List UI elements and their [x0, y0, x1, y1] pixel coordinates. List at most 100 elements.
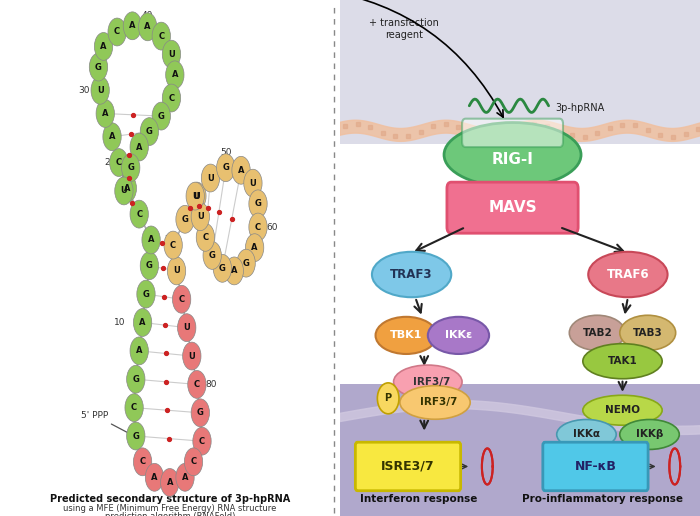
Circle shape: [134, 309, 152, 336]
Circle shape: [162, 84, 181, 112]
Text: using a MFE (Minimum Free Energy) RNA structure: using a MFE (Minimum Free Energy) RNA st…: [63, 504, 276, 513]
Text: 30: 30: [78, 86, 90, 95]
Text: A: A: [130, 21, 136, 30]
Circle shape: [232, 156, 250, 184]
FancyArrowPatch shape: [324, 0, 503, 117]
Text: ISRE3/7: ISRE3/7: [382, 460, 435, 473]
Ellipse shape: [372, 252, 452, 297]
Text: U: U: [168, 50, 175, 59]
FancyBboxPatch shape: [340, 0, 700, 126]
FancyBboxPatch shape: [542, 442, 648, 491]
FancyBboxPatch shape: [462, 119, 563, 147]
Text: C: C: [194, 380, 200, 389]
Text: + transfection
reagent: + transfection reagent: [370, 18, 440, 40]
Text: 3p-hpRNA: 3p-hpRNA: [556, 103, 605, 114]
Text: U: U: [173, 266, 180, 276]
Text: TAB2: TAB2: [582, 328, 612, 338]
Text: C: C: [136, 209, 142, 219]
Circle shape: [216, 154, 235, 182]
Text: 20: 20: [104, 158, 116, 167]
Text: A: A: [148, 235, 154, 245]
Text: RIG-I: RIG-I: [491, 152, 533, 168]
FancyBboxPatch shape: [340, 384, 700, 516]
Text: A: A: [231, 266, 237, 276]
Circle shape: [167, 257, 186, 285]
Text: G: G: [243, 259, 250, 268]
Text: TAK1: TAK1: [608, 356, 638, 366]
Circle shape: [196, 223, 215, 251]
Circle shape: [103, 123, 121, 151]
Circle shape: [122, 154, 140, 182]
Circle shape: [91, 76, 109, 104]
Text: A: A: [151, 473, 158, 482]
Circle shape: [139, 13, 157, 41]
Text: G: G: [158, 111, 164, 121]
Text: A: A: [238, 166, 244, 175]
Ellipse shape: [588, 252, 668, 297]
Text: TAB3: TAB3: [633, 328, 663, 338]
Text: MAVS: MAVS: [488, 200, 537, 215]
Circle shape: [225, 257, 244, 285]
Circle shape: [166, 61, 184, 89]
Circle shape: [130, 200, 148, 228]
Text: U: U: [193, 191, 200, 201]
Text: G: G: [223, 163, 229, 172]
Text: G: G: [127, 163, 134, 172]
Circle shape: [94, 33, 113, 60]
Circle shape: [140, 118, 158, 146]
Circle shape: [191, 399, 209, 427]
Circle shape: [191, 203, 209, 231]
Text: 80: 80: [205, 380, 217, 389]
Text: U: U: [97, 86, 104, 95]
Circle shape: [188, 182, 206, 210]
Ellipse shape: [583, 344, 662, 379]
Text: 70: 70: [164, 235, 176, 245]
Circle shape: [152, 102, 170, 130]
Circle shape: [152, 22, 170, 50]
Circle shape: [108, 18, 126, 46]
Text: C: C: [131, 403, 137, 412]
Text: G: G: [181, 215, 188, 224]
Text: C: C: [114, 27, 120, 37]
Text: 10: 10: [114, 318, 125, 327]
Text: C: C: [139, 457, 146, 466]
Circle shape: [127, 365, 145, 393]
Ellipse shape: [444, 123, 581, 187]
Ellipse shape: [556, 420, 616, 449]
Circle shape: [96, 100, 114, 127]
Circle shape: [176, 205, 194, 233]
Text: Interferon response: Interferon response: [360, 494, 477, 504]
Circle shape: [115, 177, 133, 205]
Circle shape: [183, 342, 201, 370]
Circle shape: [188, 370, 206, 398]
Circle shape: [110, 149, 128, 176]
Circle shape: [164, 231, 182, 259]
Text: A: A: [108, 132, 116, 141]
Text: A: A: [136, 142, 142, 152]
Text: C: C: [202, 233, 209, 242]
Circle shape: [249, 190, 267, 218]
Text: NF-κB: NF-κB: [575, 460, 617, 473]
Text: U: U: [197, 212, 204, 221]
FancyBboxPatch shape: [356, 442, 461, 491]
Circle shape: [203, 241, 221, 269]
Text: A: A: [144, 22, 151, 31]
Text: A: A: [182, 473, 188, 482]
Text: C: C: [116, 158, 122, 167]
Circle shape: [184, 448, 203, 476]
FancyBboxPatch shape: [340, 0, 700, 144]
Text: TRAF3: TRAF3: [391, 268, 433, 281]
Ellipse shape: [583, 395, 662, 425]
Text: Predicted secondary structure of 3p-hpRNA: Predicted secondary structure of 3p-hpRN…: [50, 494, 290, 504]
Circle shape: [90, 53, 108, 81]
Ellipse shape: [569, 315, 625, 350]
Text: C: C: [178, 295, 185, 304]
Ellipse shape: [620, 315, 676, 350]
Text: C: C: [190, 457, 197, 466]
Circle shape: [127, 422, 145, 450]
Circle shape: [176, 463, 194, 491]
Ellipse shape: [620, 420, 679, 449]
FancyBboxPatch shape: [447, 182, 578, 233]
Text: C: C: [170, 240, 176, 250]
Ellipse shape: [375, 317, 437, 354]
